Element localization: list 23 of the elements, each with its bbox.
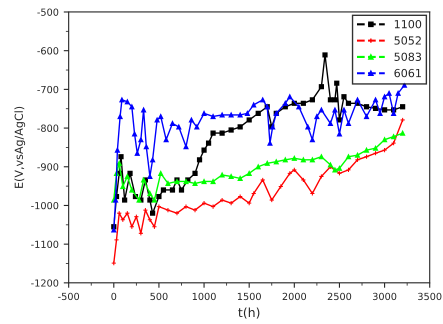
legend-label: 5083 bbox=[394, 52, 422, 61]
x-tick-label: 2500 bbox=[328, 292, 352, 300]
legend-label: 6061 bbox=[394, 68, 421, 78]
y-tick-label: -800 bbox=[37, 124, 58, 132]
y-tick-label: -1000 bbox=[31, 202, 58, 210]
legend-label: 1100 bbox=[394, 20, 422, 28]
x-tick-label: 1500 bbox=[238, 292, 261, 300]
x-tick-label: -500 bbox=[58, 292, 80, 300]
x-tick-label: 3500 bbox=[418, 292, 442, 300]
y-tick-label: -1100 bbox=[31, 240, 58, 248]
x-tick-label: 500 bbox=[150, 292, 168, 300]
y-tick-label: -500 bbox=[37, 8, 58, 16]
x-tick-label: 1000 bbox=[192, 292, 216, 300]
y-tick-label: -900 bbox=[37, 163, 58, 171]
y-tick-label: -600 bbox=[37, 47, 58, 55]
x-tick-label: 2000 bbox=[282, 292, 306, 300]
x-axis-title: t(h) bbox=[238, 308, 260, 319]
legend-label: 5052 bbox=[394, 36, 421, 45]
y-tick-label: -700 bbox=[37, 86, 58, 94]
y-tick-label: -1200 bbox=[31, 279, 58, 287]
y-axis-title: E(V,vsAg/AgCl) bbox=[14, 106, 26, 188]
x-tick-label: 0 bbox=[111, 292, 116, 300]
x-tick-label: 3000 bbox=[372, 292, 396, 300]
